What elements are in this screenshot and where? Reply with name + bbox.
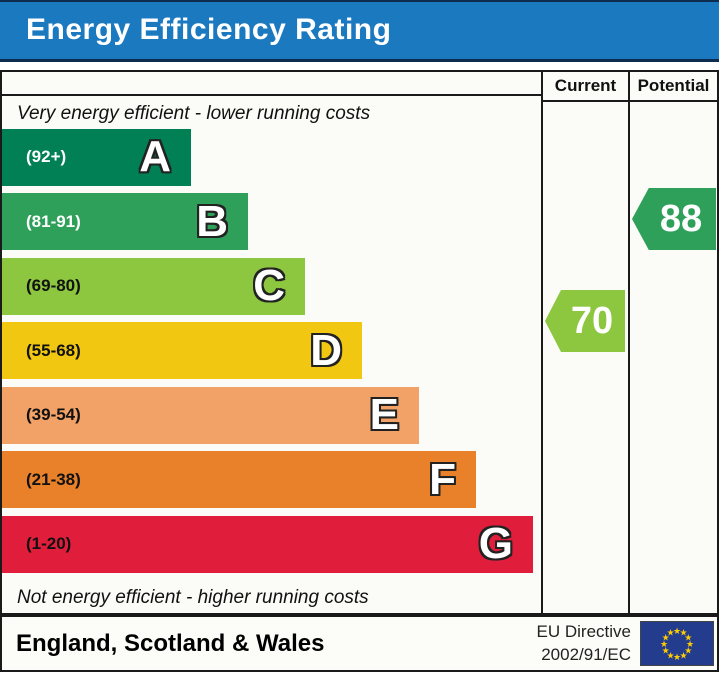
current-column-label: Current	[554, 76, 617, 95]
potential-rating-arrow: 88	[632, 188, 716, 250]
potential-rating-value: 88	[659, 197, 703, 240]
title-bar: Energy Efficiency Rating	[0, 0, 719, 62]
band-bar-e: (39-54) E	[2, 386, 419, 444]
band-range: (1-20)	[26, 534, 72, 553]
region-label: England, Scotland & Wales	[16, 629, 325, 657]
bands-column: Very energy efficient - lower running co…	[2, 72, 543, 613]
band-range: (92+)	[26, 147, 67, 166]
svg-text:★: ★	[684, 634, 692, 644]
band-row-g: (1-20) G	[2, 515, 541, 581]
svg-text:★: ★	[679, 629, 687, 639]
band-range: (55-68)	[26, 340, 81, 360]
band-range: (21-38)	[26, 469, 81, 489]
svg-text:★: ★	[666, 651, 674, 661]
band-letter: A	[139, 132, 171, 181]
band-letter: F	[429, 454, 456, 504]
svg-text:★: ★	[660, 640, 668, 650]
band-letter: C	[253, 261, 285, 310]
svg-text:★: ★	[662, 634, 670, 644]
band-bar-a: (92+) A	[2, 128, 191, 186]
band-row-c: (69-80) C	[2, 257, 541, 323]
band-row-a: (92+) A	[2, 128, 541, 194]
footer: England, Scotland & Wales EU Directive 2…	[0, 615, 719, 672]
band-row-f: (21-38) F	[2, 451, 541, 516]
potential-column: Potential 88	[630, 72, 717, 613]
band-letter: D	[310, 325, 342, 375]
band-bar-c: (69-80) C	[2, 257, 305, 315]
band-bar-g: (1-20) G	[2, 515, 533, 573]
bands-column-body: Very energy efficient - lower running co…	[2, 96, 541, 614]
band-bar-d: (55-68) D	[2, 322, 362, 379]
svg-text:★: ★	[684, 647, 692, 657]
rating-table: Very energy efficient - lower running co…	[0, 70, 719, 615]
band-bar-b: (81-91) B	[2, 193, 248, 250]
band-row-e: (39-54) E	[2, 386, 541, 452]
svg-text:★: ★	[673, 627, 681, 637]
current-column: Current 70	[543, 72, 630, 613]
eu-flag-icon: ★ ★ ★ ★ ★ ★ ★ ★ ★ ★ ★ ★	[640, 621, 714, 666]
band-range: (81-91)	[26, 211, 81, 231]
band-row-b: (81-91) B	[2, 193, 541, 258]
potential-column-header: Potential	[630, 72, 717, 102]
current-rating-arrow: 70	[545, 290, 625, 352]
band-letter: G	[478, 519, 513, 568]
band-letter: B	[196, 196, 228, 246]
band-range: (69-80)	[26, 276, 81, 295]
top-note: Very energy efficient - lower running co…	[17, 102, 371, 124]
current-column-body: 70	[543, 102, 628, 613]
svg-text:★: ★	[666, 629, 674, 639]
band-bar-f: (21-38) F	[2, 451, 476, 508]
page-title: Energy Efficiency Rating	[26, 13, 392, 46]
band-range: (39-54)	[26, 405, 81, 424]
band-letter: E	[369, 390, 399, 439]
svg-text:★: ★	[662, 647, 670, 657]
eu-directive-line2: 2002/91/EC	[541, 644, 631, 664]
band-row-d: (55-68) D	[2, 322, 541, 387]
potential-column-body: 88	[630, 102, 717, 613]
svg-text:★: ★	[673, 653, 681, 663]
svg-text:★: ★	[686, 640, 694, 650]
current-rating-value: 70	[570, 299, 614, 342]
bands-column-header	[2, 72, 541, 96]
svg-text:★: ★	[679, 651, 687, 661]
band-list: (92+) A (81-91) B (69-80) C	[2, 128, 541, 581]
bottom-note: Not energy efficient - higher running co…	[17, 587, 369, 608]
current-column-header: Current	[543, 72, 628, 102]
eu-directive-label: EU Directive 2002/91/EC	[537, 621, 631, 665]
potential-column-label: Potential	[637, 76, 710, 95]
eu-directive-line1: EU Directive	[536, 622, 631, 642]
